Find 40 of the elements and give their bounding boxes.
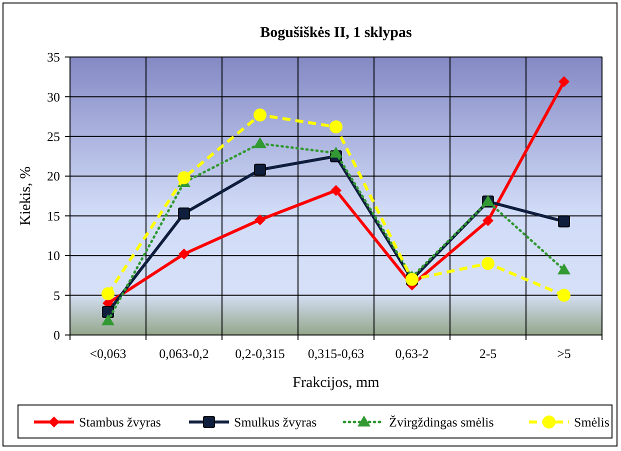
y-tick-label: 0 (54, 328, 60, 343)
point (254, 108, 266, 122)
x-tick-label: 0,315-0,63 (308, 346, 364, 361)
y-tick-label: 5 (54, 288, 60, 303)
y-tick-label: 25 (47, 128, 60, 144)
x-tick-label: 2-5 (479, 346, 497, 361)
chart-title: Bogušiškės II, 1 sklypas (260, 25, 412, 41)
y-tick-label: 20 (47, 168, 60, 184)
x-tick-label: 0,63-2 (395, 346, 429, 361)
legend-label: Smėlis (574, 414, 610, 430)
x-axis-title: Frakcijos, mm (292, 375, 380, 391)
x-tick-label: >5 (557, 346, 571, 361)
point (102, 314, 114, 326)
point (558, 215, 570, 228)
point (558, 288, 570, 302)
y-axis-title: Kiekis, % (18, 166, 34, 226)
point (254, 164, 266, 176)
y-tick-label: 10 (47, 248, 60, 264)
point (482, 257, 494, 270)
x-tick-label: <0,063 (90, 346, 126, 361)
point (558, 263, 570, 274)
point (254, 214, 266, 226)
point (558, 76, 570, 88)
y-tick-label: 35 (47, 50, 60, 65)
legend-label: Žvirgždingas smėlis (389, 414, 494, 430)
point (178, 248, 190, 260)
point (330, 146, 342, 158)
point (178, 171, 190, 184)
point (254, 137, 266, 148)
y-tick-label: 30 (47, 89, 60, 104)
legend-label: Smulkus žvyras (234, 414, 317, 430)
x-tick-label: 0,063-0,2 (159, 346, 209, 361)
point (102, 287, 114, 300)
point (330, 120, 342, 134)
point (482, 215, 494, 226)
x-tick-label: 0,2-0,315 (235, 346, 285, 361)
legend-label: Stambus žvyras (79, 414, 161, 430)
point (330, 184, 342, 196)
point (178, 207, 190, 220)
y-tick-label: 15 (47, 208, 60, 224)
